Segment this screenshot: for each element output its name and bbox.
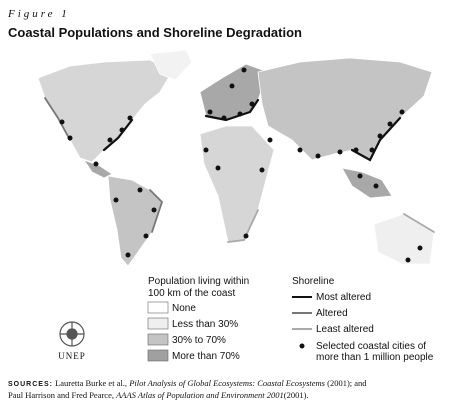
legend-item: More than 70% — [172, 351, 240, 362]
population-legend-title: Population living within — [148, 276, 249, 287]
sources-text: Paul Harrison and Fred Pearce, — [8, 390, 116, 400]
shoreline-legend — [292, 296, 312, 349]
population-legend-title: 100 km of the coast — [148, 288, 235, 299]
legend-item: Selected coastal cities of — [316, 341, 426, 352]
population-legend — [147, 301, 169, 362]
legend-item: Most altered — [316, 292, 371, 303]
sources-text: Lauretta Burke et al., — [55, 378, 129, 388]
logo-text: UNEP — [58, 351, 86, 361]
legend-item: Least altered — [316, 324, 374, 335]
sources-line: Paul Harrison and Fred Pearce, AAAS Atla… — [8, 390, 309, 400]
legend-item: more than 1 million people — [316, 352, 434, 363]
figure-label: Figure 1 — [7, 8, 70, 20]
sources-label: SOURCES: — [8, 381, 53, 388]
sources-line: SOURCES: Lauretta Burke et al., Pilot An… — [8, 378, 367, 388]
unep-logo — [59, 321, 85, 347]
legend-item: None — [172, 303, 196, 314]
sources-text: (2001); and — [325, 378, 367, 388]
sources-text: AAAS Atlas of Population and Environment… — [115, 390, 284, 400]
legend-item: 30% to 70% — [172, 335, 226, 346]
sources-text: Pilot Analysis of Global Ecosystems: Coa… — [128, 378, 325, 388]
shorelines — [44, 97, 435, 243]
world-map — [37, 49, 435, 267]
sources-text: (2001). — [284, 390, 309, 400]
shoreline-legend-title: Shoreline — [292, 276, 335, 287]
legend-item: Altered — [316, 308, 348, 319]
figure-title: Coastal Populations and Shoreline Degrad… — [8, 25, 302, 40]
city-dots — [59, 67, 423, 263]
legend-item: Less than 30% — [172, 319, 238, 330]
